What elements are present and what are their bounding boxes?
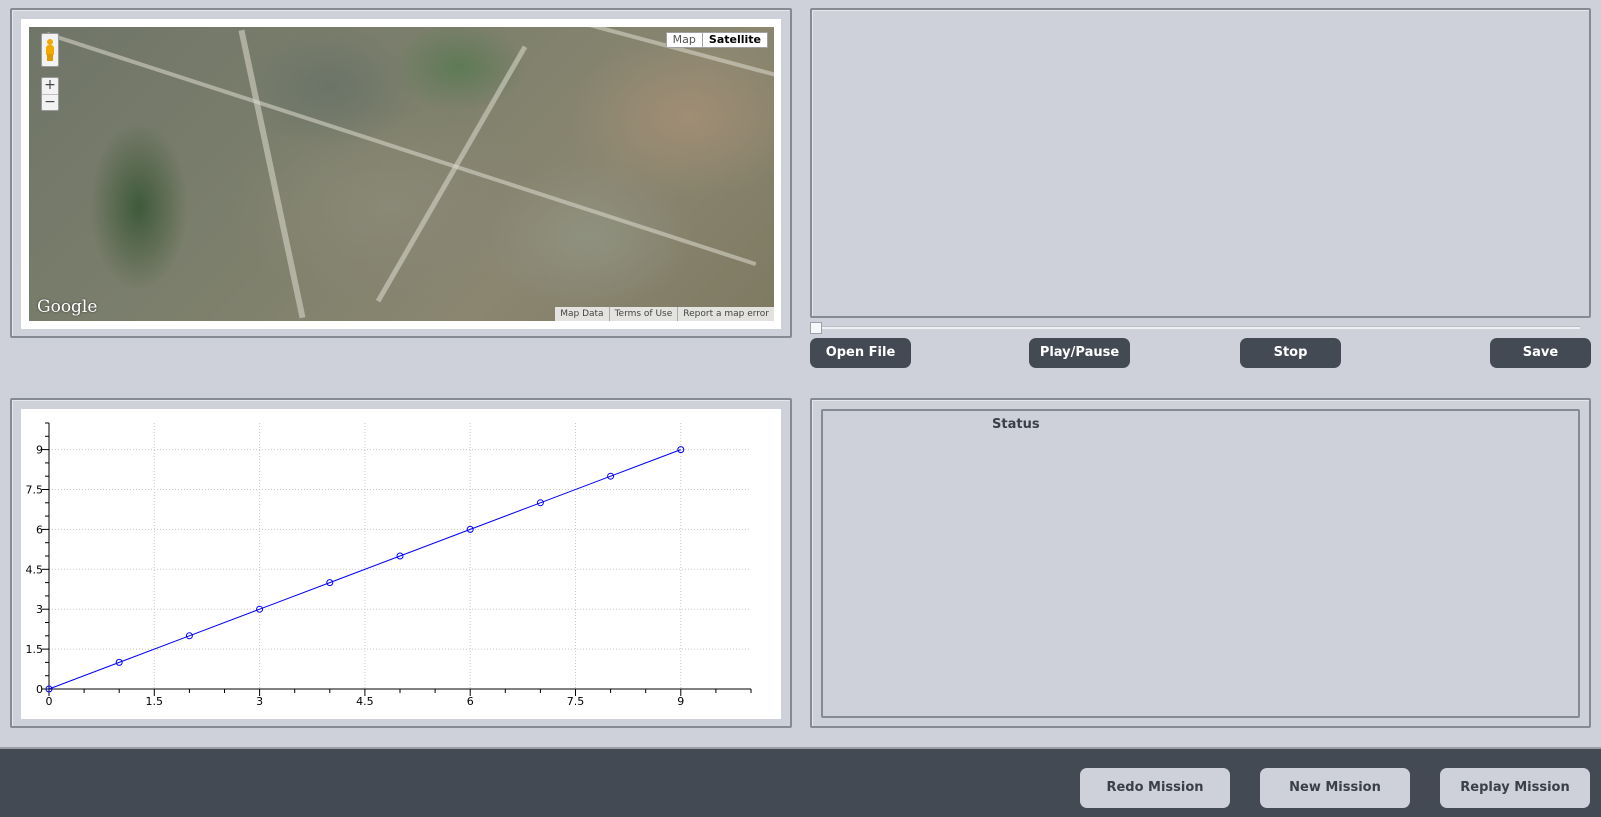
save-button[interactable]: Save (1490, 338, 1591, 368)
x-tick-label: 9 (677, 695, 684, 708)
y-tick-label: 6 (36, 523, 43, 536)
data-point-marker (466, 525, 474, 533)
y-tick-label: 1.5 (26, 643, 44, 656)
chart-frame: 0 1.5 3 4.5 6 7.5 9 0 1.5 3 4.5 6 7.5 9 (21, 409, 781, 719)
report-map-error-link[interactable]: Report a map error (677, 307, 774, 321)
map-type-map-button[interactable]: Map (666, 33, 702, 47)
map-data-link[interactable]: Map Data (560, 309, 604, 319)
chart-panel: 0 1.5 3 4.5 6 7.5 9 0 1.5 3 4.5 6 7.5 9 (10, 398, 792, 728)
y-tick-label: 0 (36, 683, 43, 696)
data-point-marker (115, 658, 123, 666)
data-point-marker (396, 552, 404, 560)
x-tick-label: 1.5 (146, 695, 164, 708)
map-road (375, 45, 528, 303)
status-area: Status (821, 409, 1580, 718)
new-mission-button[interactable]: New Mission (1260, 768, 1410, 808)
open-file-button[interactable]: Open File (810, 338, 911, 368)
seek-track (818, 326, 1580, 329)
y-tick-label: 9 (36, 444, 43, 457)
data-point-marker (677, 446, 685, 454)
data-point-marker (185, 632, 193, 640)
seek-handle[interactable] (810, 322, 822, 334)
data-point-marker (607, 472, 615, 480)
zoom-out-button[interactable]: − (42, 94, 58, 110)
redo-mission-button[interactable]: Redo Mission (1080, 768, 1230, 808)
data-point-marker (256, 605, 264, 613)
satellite-map[interactable]: + − Map Satellite Google Map Data Terms … (29, 27, 774, 321)
map-type-satellite-button[interactable]: Satellite (701, 33, 767, 47)
video-panel (810, 8, 1591, 318)
terms-of-use-link[interactable]: Terms of Use (608, 307, 678, 321)
map-road (238, 29, 306, 319)
stop-button[interactable]: Stop (1240, 338, 1341, 368)
x-tick-label: 4.5 (356, 695, 374, 708)
replay-mission-button[interactable]: Replay Mission (1440, 768, 1590, 808)
data-point-marker (536, 499, 544, 507)
play-pause-button[interactable]: Play/Pause (1029, 338, 1130, 368)
x-tick-label: 0 (46, 695, 53, 708)
line-chart: 0 1.5 3 4.5 6 7.5 9 0 1.5 3 4.5 6 7.5 9 (26, 422, 752, 708)
series-line (48, 449, 681, 690)
y-tick-label: 4.5 (26, 563, 44, 576)
google-logo: Google (37, 297, 98, 317)
map-panel: + − Map Satellite Google Map Data Terms … (10, 8, 792, 338)
map-type-control: Map Satellite (665, 32, 768, 48)
x-tick-label: 3 (256, 695, 263, 708)
map-frame: + − Map Satellite Google Map Data Terms … (21, 19, 781, 329)
y-tick-label: 7.5 (26, 484, 44, 497)
map-road (46, 31, 757, 267)
x-tick-label: 6 (467, 695, 474, 708)
status-panel: Status (810, 398, 1591, 728)
status-title: Status (992, 417, 1040, 432)
street-view-pegman-icon[interactable] (41, 33, 59, 67)
data-point-marker (45, 685, 53, 693)
data-point-marker (326, 579, 334, 587)
main-area: + − Map Satellite Google Map Data Terms … (0, 8, 1601, 749)
y-tick-label: 3 (36, 603, 43, 616)
pegman-figure (46, 39, 54, 61)
x-tick-label: 7.5 (567, 695, 585, 708)
map-attribution: Map Data Terms of Use Report a map error (555, 307, 774, 321)
seek-slider[interactable] (810, 322, 1580, 334)
zoom-in-button[interactable]: + (44, 77, 56, 93)
zoom-control: + − (41, 77, 59, 111)
